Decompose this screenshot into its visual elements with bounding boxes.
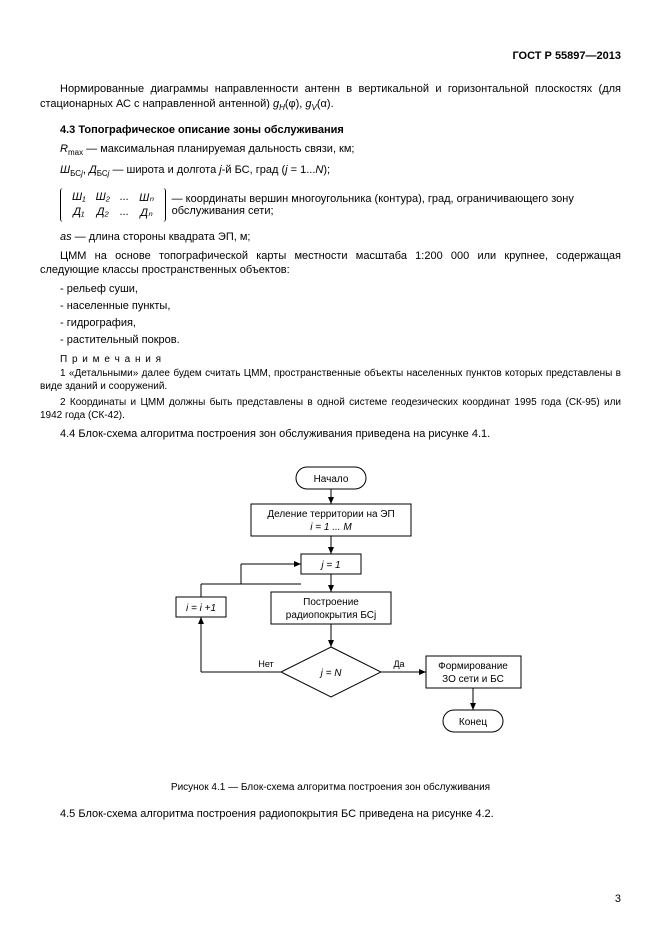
matrix-cell: Ш₁ xyxy=(67,190,91,205)
list-item: - рельеф суши, xyxy=(40,282,621,297)
increment-label: i = i +1 xyxy=(185,603,215,614)
notes-title: П р и м е ч а н и я xyxy=(40,354,621,365)
decision-label: j = N xyxy=(318,668,342,679)
matrix-row: Ш₁ Ш₂ ... Шₙ Д₁ Д₂ ... Дₙ — координаты в… xyxy=(60,188,621,222)
block-2-label: j = 1 xyxy=(319,560,340,571)
sh-line: ШБСj, ДБСj — широта и долгота j-й БС, гр… xyxy=(40,163,621,180)
cmm-para: ЦММ на основе топографической карты мест… xyxy=(40,249,621,279)
block-4-line2: ЗО сети и БС xyxy=(442,674,504,685)
doc-id: ГОСТ Р 55897—2013 xyxy=(40,50,621,62)
figure-caption: Рисунок 4.1 — Блок-схема алгоритма постр… xyxy=(40,782,621,793)
rmax-text: — максимальная планируемая дальность свя… xyxy=(83,143,354,155)
block-3-line1: Построение xyxy=(303,597,359,608)
matrix: Ш₁ Ш₂ ... Шₙ Д₁ Д₂ ... Дₙ xyxy=(60,188,166,222)
matrix-cell: Шₙ xyxy=(134,190,159,205)
list-item: - населенные пункты, xyxy=(40,299,621,314)
matrix-cell: ... xyxy=(115,205,134,220)
matrix-cell: Дₙ xyxy=(134,205,159,220)
block-1-line1: Деление территории на ЭП xyxy=(267,509,394,520)
start-label: Начало xyxy=(313,474,348,485)
section-4-3-title: 4.3 Топографическое описание зоны обслуж… xyxy=(40,124,621,136)
list-item: - гидрография, xyxy=(40,316,621,331)
flowchart: Начало Деление территории на ЭП i = 1 ..… xyxy=(121,462,541,772)
note-2: 2 Координаты и ЦММ должны быть представл… xyxy=(40,396,621,423)
matrix-cell: Д₂ xyxy=(91,205,115,220)
intro-paragraph: Нормированные диаграммы направленности а… xyxy=(40,82,621,114)
rmax-line: Rmax — максимальная планируемая дальност… xyxy=(40,142,621,159)
page-number: 3 xyxy=(615,893,621,905)
end-label: Конец xyxy=(458,717,486,728)
block-3-line2: радиопокрытия БСj xyxy=(285,610,375,621)
list-item: - растительный покров. xyxy=(40,333,621,348)
page: ГОСТ Р 55897—2013 Нормированные диаграмм… xyxy=(0,0,661,935)
matrix-cell: ... xyxy=(115,190,134,205)
matrix-cell: Ш₂ xyxy=(91,190,115,205)
as-line: as — длина стороны квадрата ЭП, м; xyxy=(40,230,621,245)
block-4-line1: Формирование xyxy=(438,661,508,672)
matrix-label: — координаты вершин многоугольника (конт… xyxy=(172,193,621,217)
block-1-line2: i = 1 ... M xyxy=(310,522,352,533)
yes-label: Да xyxy=(393,659,404,669)
matrix-cell: Д₁ xyxy=(67,205,91,220)
section-4-5: 4.5 Блок-схема алгоритма построения ради… xyxy=(40,807,621,822)
no-label: Нет xyxy=(258,659,273,669)
section-4-4: 4.4 Блок-схема алгоритма построения зон … xyxy=(40,427,621,442)
note-1: 1 «Детальными» далее будем считать ЦММ, … xyxy=(40,367,621,394)
